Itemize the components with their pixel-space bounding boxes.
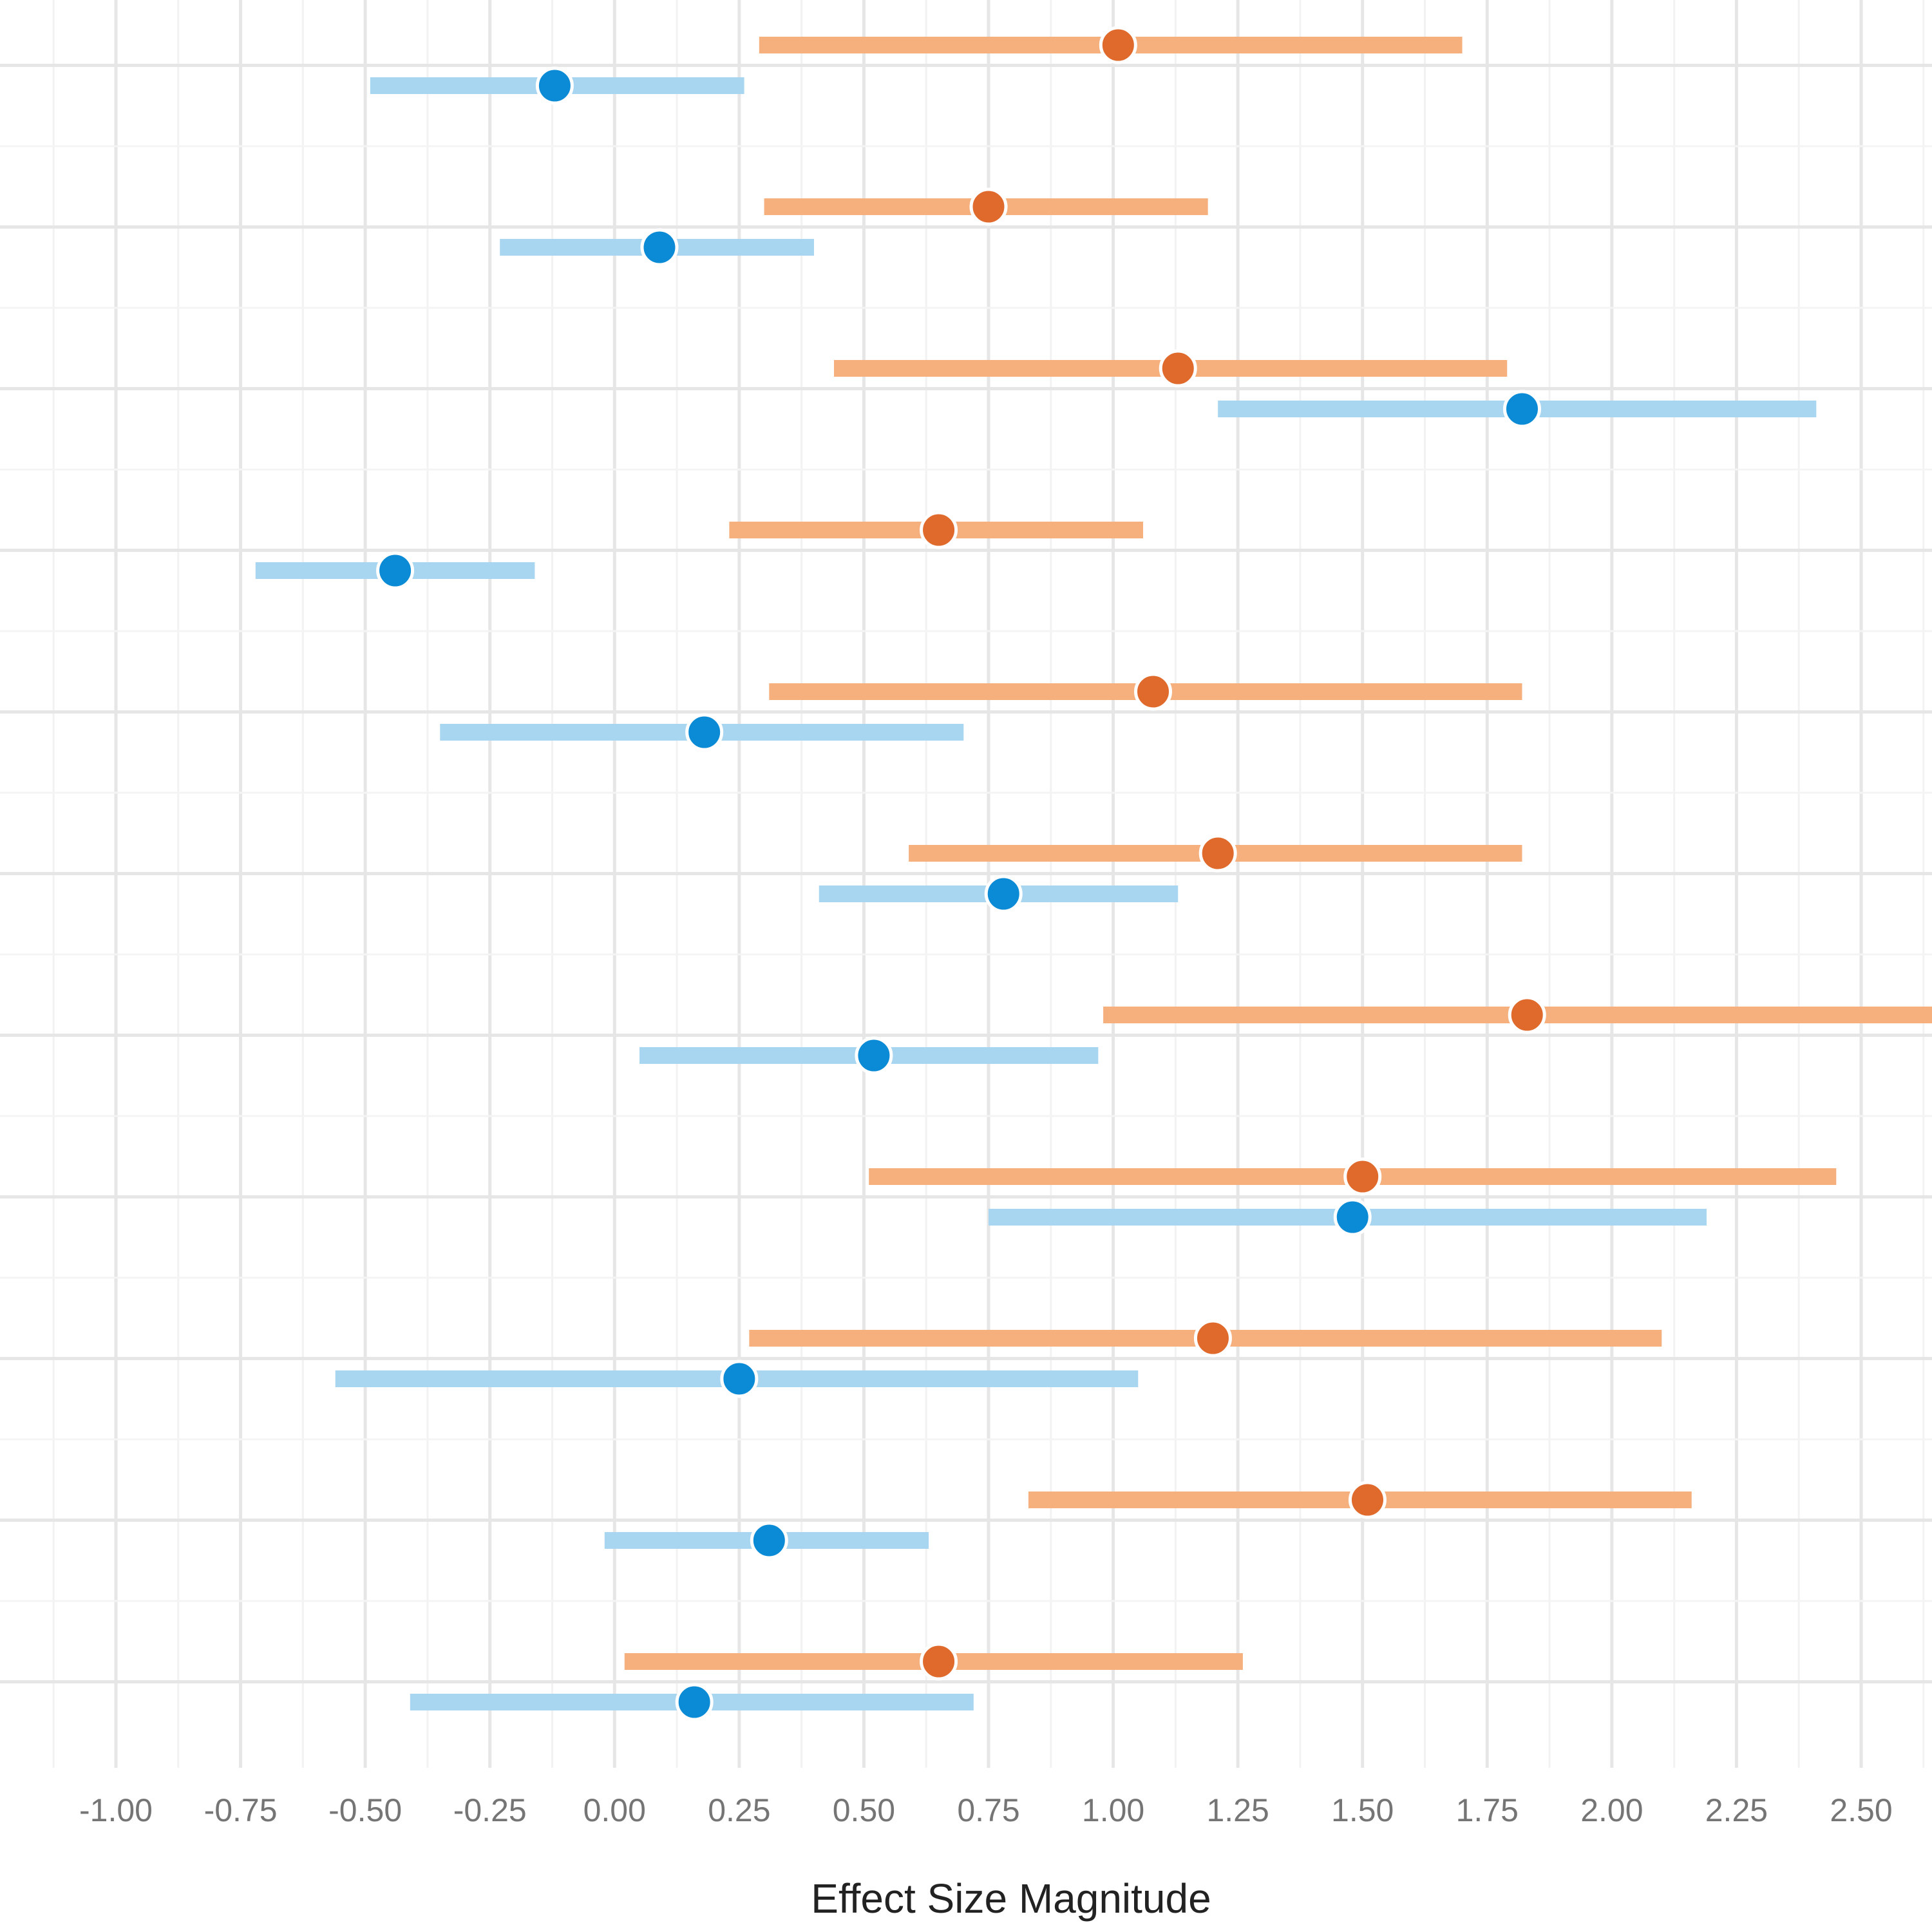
- estimate-point: [1502, 390, 1541, 428]
- x-tick-label: -0.25: [453, 1792, 527, 1828]
- estimate-point: [1099, 26, 1137, 64]
- x-axis-ticks: -1.00 -0.75 -0.50 -0.25 0.00 0.25 0.50 0.75 1.00…: [79, 1792, 1893, 1828]
- estimate-point: [1134, 672, 1173, 711]
- estimate-point: [685, 713, 724, 752]
- x-tick-label: 0.75: [957, 1792, 1019, 1828]
- x-tick-label: 0.25: [708, 1792, 770, 1828]
- estimate-point: [969, 187, 1008, 226]
- x-tick-label: 1.50: [1331, 1792, 1394, 1828]
- series: [255, 26, 1932, 1721]
- x-tick-label: -1.00: [79, 1792, 153, 1828]
- x-tick-label: 1.00: [1082, 1792, 1144, 1828]
- x-tick-label: 0.00: [583, 1792, 646, 1828]
- x-tick-label: -0.75: [204, 1792, 278, 1828]
- x-axis-title: Effect Size Magnitude: [811, 1875, 1211, 1922]
- estimate-point: [1198, 834, 1237, 873]
- estimate-point: [750, 1521, 788, 1560]
- estimate-point: [675, 1683, 714, 1721]
- x-tick-label: 0.50: [833, 1792, 895, 1828]
- x-tick-label: 1.75: [1456, 1792, 1519, 1828]
- estimate-point: [1333, 1198, 1372, 1236]
- estimate-point: [1343, 1157, 1382, 1196]
- estimate-point: [920, 511, 958, 549]
- x-tick-label: 2.25: [1705, 1792, 1768, 1828]
- estimate-point: [640, 228, 679, 267]
- x-tick-label: 1.25: [1206, 1792, 1269, 1828]
- x-tick-label: -0.50: [328, 1792, 402, 1828]
- estimate-point: [855, 1036, 893, 1075]
- estimate-point: [1193, 1319, 1232, 1358]
- x-tick-label: 2.50: [1830, 1792, 1892, 1828]
- x-tick-label: 2.00: [1580, 1792, 1643, 1828]
- estimate-point: [920, 1642, 958, 1681]
- estimate-point: [1508, 996, 1546, 1034]
- estimate-point: [376, 551, 415, 590]
- series-orange: [624, 26, 1932, 1681]
- estimate-point: [984, 875, 1023, 913]
- grid: [0, 0, 1932, 1768]
- series-blue: [255, 66, 1817, 1721]
- estimate-point: [1348, 1481, 1387, 1519]
- estimate-point: [720, 1359, 759, 1398]
- estimate-point: [535, 66, 574, 105]
- estimate-point: [1159, 349, 1197, 388]
